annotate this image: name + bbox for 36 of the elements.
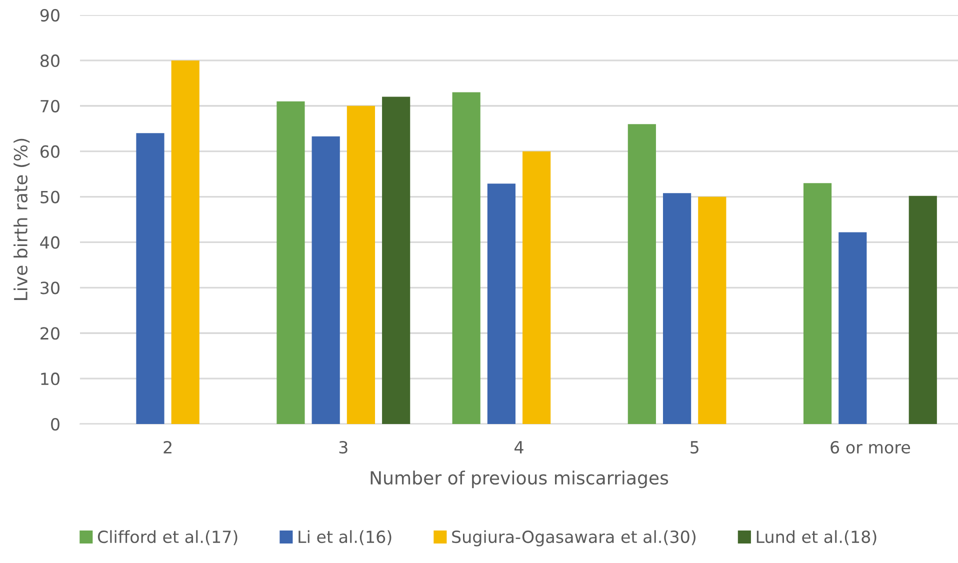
y-tick-label: 10 [41,372,60,386]
bar [662,193,692,424]
x-tick-label: 5 [690,441,698,454]
y-tick-label: 60 [40,145,60,158]
legend-label: Sugiura-Ogasawara et al.(30) [452,530,696,546]
bar [346,106,376,424]
y-tick-label: 40 [40,236,60,249]
legend-label: Clifford et al.(17) [98,530,238,546]
x-axis-title: Number of previous miscarriages [370,470,668,488]
bar [803,183,832,424]
y-axis-title: Live birth rate (%) [14,138,30,300]
bar [522,151,551,424]
x-tick-label: 3 [339,440,348,454]
bar [276,101,305,424]
bar [487,184,516,424]
y-tick-label: 30 [40,282,60,294]
y-tick-label: 0 [51,418,60,431]
bar [171,60,200,424]
bar [382,96,410,424]
y-tick-label: 20 [40,327,60,340]
x-tick-label: 2 [164,440,172,454]
bar [452,92,480,424]
x-tick-label: 4 [514,441,524,454]
bar [838,232,867,424]
legend-label: Lund et al.(18) [756,530,876,546]
y-tick-label: 50 [40,190,60,204]
y-tick-label: 80 [40,54,60,68]
x-tick-label: 6 or more [830,440,910,454]
legend-label: Li et al.(16) [298,530,392,546]
bar [628,124,656,424]
bar [312,136,340,424]
bar [136,133,164,424]
bar [698,196,726,424]
y-tick-label: 70 [40,100,60,112]
bar [908,196,937,424]
y-tick-label: 90 [40,8,60,22]
